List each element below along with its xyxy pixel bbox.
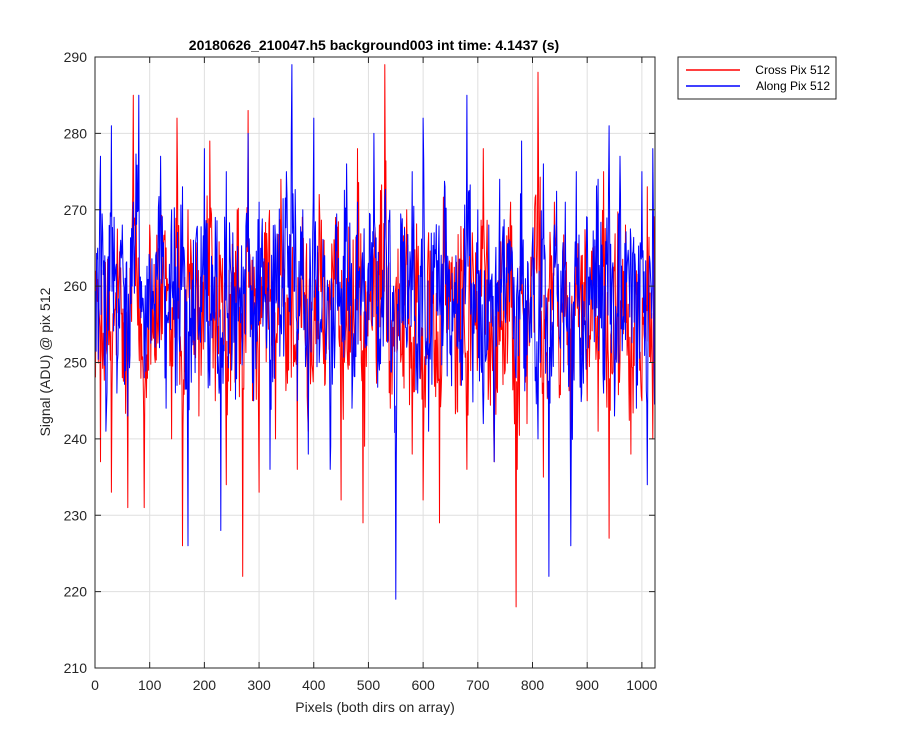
x-tick-label: 800	[521, 677, 545, 693]
y-tick-label: 280	[64, 125, 88, 141]
legend-label-cross: Cross Pix 512	[755, 63, 830, 77]
y-tick-label: 210	[64, 660, 88, 676]
axes: 0 100 200 300 400 500 600 700 800 900 1000 210 220 23…	[64, 49, 658, 693]
x-tick-label: 900	[576, 677, 600, 693]
x-axis-label: Pixels (both dirs on array)	[295, 699, 455, 715]
x-tick-label: 500	[357, 677, 381, 693]
x-tick-label: 100	[138, 677, 162, 693]
y-tick-label: 260	[64, 278, 88, 294]
x-tick-label: 300	[247, 677, 271, 693]
series-line-along-pix-512	[94, 64, 656, 600]
legend: Cross Pix 512 Along Pix 512	[677, 56, 837, 100]
x-tick-label: 200	[193, 677, 217, 693]
y-tick-label: 230	[64, 507, 88, 523]
x-tick-label: 400	[302, 677, 326, 693]
chart-title: 20180626_210047.h5 background003 int tim…	[189, 37, 559, 53]
y-tick-label: 290	[64, 49, 88, 65]
x-tick-label: 700	[466, 677, 490, 693]
legend-label-along: Along Pix 512	[756, 79, 830, 93]
x-tick-label: 0	[91, 677, 99, 693]
legend-box	[677, 56, 837, 100]
y-axis-label: Signal (ADU) @ pix 512	[37, 287, 53, 436]
x-tick-label: 600	[411, 677, 435, 693]
y-tick-label: 270	[64, 202, 88, 218]
y-tick-label: 240	[64, 431, 88, 447]
y-tick-label: 220	[64, 584, 88, 600]
y-tick-label: 250	[64, 355, 88, 371]
series-lines	[94, 64, 656, 608]
x-tick-label: 1000	[626, 677, 657, 693]
